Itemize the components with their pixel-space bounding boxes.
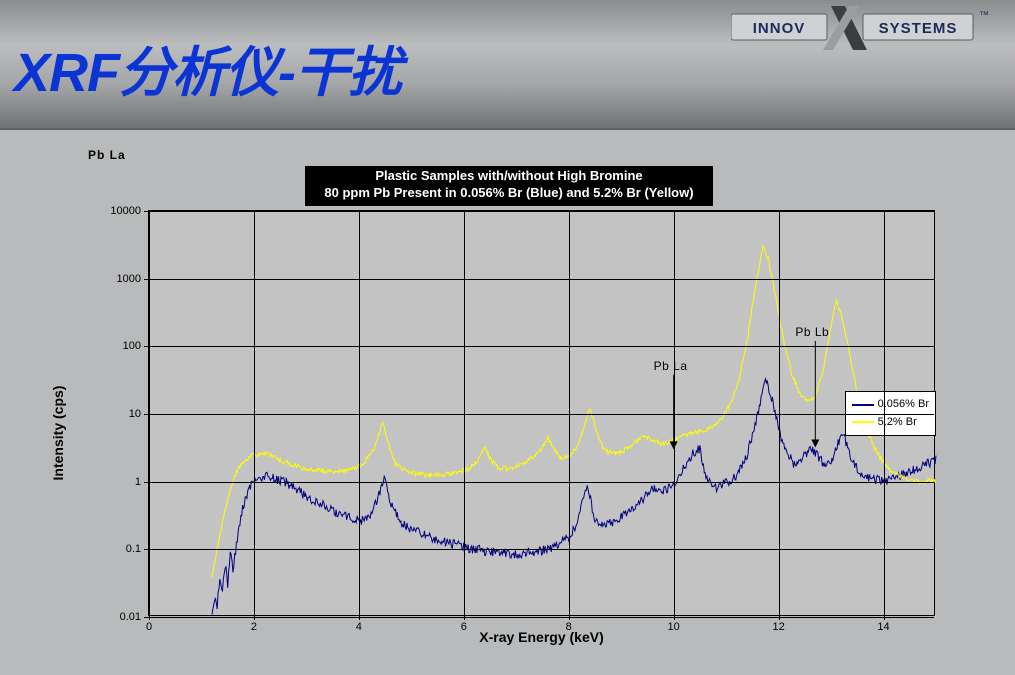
chart-title: Plastic Samples with/without High Bromin… [305,166,713,206]
chart-frame: Intensity (cps) 0.056% Br 5.2% Br X-ray … [100,210,935,640]
logo-right-text: SYSTEMS [879,20,958,37]
pbla-top-label: Pb La [88,148,126,162]
brand-logo: INNOV SYSTEMS ™ [731,6,991,50]
legend-item-1: 5.2% Br [852,414,929,432]
slide-title: XRF分析仪-干扰 [14,28,401,107]
legend-item-0: 0.056% Br [852,396,929,414]
chart-title-line2: 80 ppm Pb Present in 0.056% Br (Blue) an… [309,185,709,202]
logo-svg: INNOV SYSTEMS ™ [731,6,991,50]
annotation-Pb-La: Pb La [654,359,688,373]
header-band: XRF分析仪-干扰 INNOV SYSTEMS ™ [0,0,1015,130]
chart-title-line1: Plastic Samples with/without High Bromin… [309,168,709,185]
legend-swatch-1 [852,421,874,423]
annotation-arrow [811,341,819,448]
x-axis-title: X-ray Energy (keV) [479,629,604,645]
legend-label-0: 0.056% Br [878,396,929,414]
legend-swatch-0 [852,404,874,406]
annotation-Pb-Lb: Pb Lb [795,325,829,339]
logo-left-text: INNOV [753,20,806,37]
logo-tm: ™ [979,10,989,21]
y-axis-title: Intensity (cps) [50,386,66,481]
plot-area: 0.056% Br 5.2% Br X-ray Energy (keV) 024… [148,210,935,616]
